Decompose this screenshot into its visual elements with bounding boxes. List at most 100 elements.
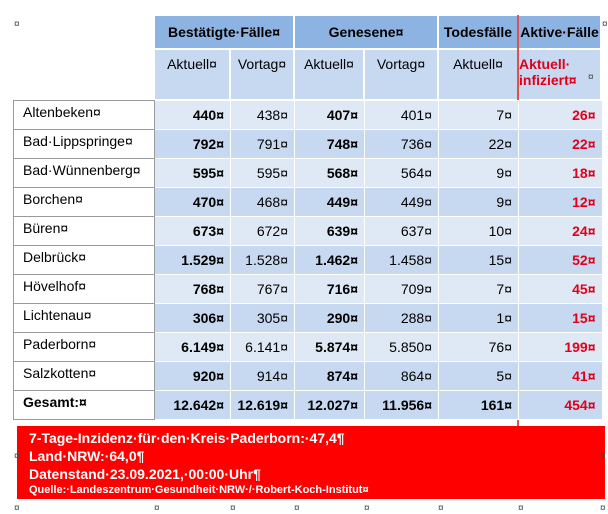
cell-recovered-current: 5.874¤	[294, 332, 365, 362]
cell-confirmed-previous: 468¤	[230, 187, 295, 217]
municipality-name: Lichtenau¤	[13, 303, 155, 333]
cell-active-infected: 52¤	[518, 245, 602, 275]
cell-confirmed-previous: 767¤	[230, 274, 295, 304]
municipality-name: Paderborn¤	[13, 332, 155, 362]
cell-recovered-previous: 637¤	[364, 216, 439, 246]
cell-recovered-previous: 564¤	[364, 158, 439, 188]
cell-active-infected: 12¤	[518, 187, 602, 217]
cell-deaths-current: 10¤	[438, 216, 519, 246]
cell-active-infected: 22¤	[518, 129, 602, 159]
cell-confirmed-current: 920¤	[154, 361, 231, 391]
cell-mark: ¤	[518, 503, 524, 514]
cell-deaths-current: 15¤	[438, 245, 519, 275]
municipality-name: Bad·Lippspringe¤	[13, 129, 155, 159]
cell-mark: ¤	[438, 503, 444, 514]
cell-confirmed-previous: 791¤	[230, 129, 295, 159]
header-deaths: Todesfälle	[438, 15, 518, 49]
table-row: Delbrück¤ 1.529¤ 1.528¤ 1.462¤ 1.458¤ 15¤ 52¤	[13, 245, 602, 275]
municipality-name: Bad·Wünnenberg¤	[13, 158, 155, 188]
cell-confirmed-current: 768¤	[154, 274, 231, 304]
cell-confirmed-previous: 672¤	[230, 216, 295, 246]
cell-active-infected: 41¤	[518, 361, 602, 391]
incidence-info-box: 7-Tage-Inzidenz·für·den·Kreis·Paderborn:…	[17, 426, 605, 499]
cell-mark: ¤	[14, 503, 20, 514]
cell-mark: ¤	[14, 451, 20, 462]
table-row: Hövelhof¤ 768¤ 767¤ 716¤ 709¤ 7¤ 45¤	[13, 274, 602, 304]
cell-recovered-current: 12.027¤	[294, 390, 365, 420]
cell-confirmed-current: 1.529¤	[154, 245, 231, 275]
cell-recovered-previous: 864¤	[364, 361, 439, 391]
cell-active-infected: 454¤	[518, 390, 602, 420]
cell-active-infected: 199¤	[518, 332, 602, 362]
cell-deaths-current: 7¤	[438, 100, 519, 130]
subheader-confirmed-previous: Vortag¤	[230, 49, 294, 100]
cell-recovered-previous: 11.956¤	[364, 390, 439, 420]
cell-recovered-current: 716¤	[294, 274, 365, 304]
cell-mark: ¤	[14, 19, 20, 30]
table-row: Bad·Wünnenberg¤ 595¤ 595¤ 568¤ 564¤ 9¤ 18¤	[13, 158, 602, 188]
cell-confirmed-previous: 1.528¤	[230, 245, 295, 275]
cell-confirmed-current: 12.642¤	[154, 390, 231, 420]
cell-confirmed-previous: 305¤	[230, 303, 295, 333]
table-row: Salzkotten¤ 920¤ 914¤ 874¤ 864¤ 5¤ 41¤	[13, 361, 602, 391]
cell-confirmed-previous: 914¤	[230, 361, 295, 391]
cell-recovered-previous: 709¤	[364, 274, 439, 304]
table-row: Büren¤ 673¤ 672¤ 639¤ 637¤ 10¤ 24¤	[13, 216, 602, 246]
header-recovered: Genesene¤	[294, 15, 438, 49]
cell-active-infected: 15¤	[518, 303, 602, 333]
cell-active-infected: 26¤	[518, 100, 602, 130]
cell-recovered-current: 290¤	[294, 303, 365, 333]
cell-recovered-previous: 449¤	[364, 187, 439, 217]
data-timestamp: Datenstand·23.09.2021,·00:00·Uhr¶	[29, 466, 261, 482]
covid-cases-table: Altenbeken¤ 440¤ 438¤ 407¤ 401¤ 7¤ 26¤ Bad·Lipp…	[13, 100, 602, 420]
cell-mark: ¤	[600, 503, 606, 514]
subheader-active-line1: Aktuell·	[519, 56, 571, 72]
municipality-name: Büren¤	[13, 216, 155, 246]
cell-confirmed-previous: 438¤	[230, 100, 295, 130]
cell-mark: ¤	[294, 503, 300, 514]
cell-recovered-current: 748¤	[294, 129, 365, 159]
cell-deaths-current: 9¤	[438, 158, 519, 188]
table-row: Borchen¤ 470¤ 468¤ 449¤ 449¤ 9¤ 12¤	[13, 187, 602, 217]
cell-confirmed-current: 440¤	[154, 100, 231, 130]
cell-deaths-current: 5¤	[438, 361, 519, 391]
subheader-recovered-current: Aktuell¤	[294, 49, 364, 100]
cell-mark: ¤	[154, 503, 160, 514]
subheader-active-line2: infiziert¤	[519, 72, 577, 88]
cell-confirmed-previous: 595¤	[230, 158, 295, 188]
table-row: Altenbeken¤ 440¤ 438¤ 407¤ 401¤ 7¤ 26¤	[13, 100, 602, 130]
cell-recovered-current: 407¤	[294, 100, 365, 130]
cell-deaths-current: 1¤	[438, 303, 519, 333]
cell-confirmed-previous: 6.141¤	[230, 332, 295, 362]
subheader-confirmed-current: Aktuell¤	[154, 49, 230, 100]
cell-deaths-current: 7¤	[438, 274, 519, 304]
table-row: Lichtenau¤ 306¤ 305¤ 290¤ 288¤ 1¤ 15¤	[13, 303, 602, 333]
cell-active-infected: 24¤	[518, 216, 602, 246]
header-active: Aktive·Fälle	[518, 15, 601, 49]
cell-recovered-current: 568¤	[294, 158, 365, 188]
cell-active-infected: 45¤	[518, 274, 602, 304]
cell-mark: ¤	[230, 503, 236, 514]
incidence-district: 7-Tage-Inzidenz·für·den·Kreis·Paderborn:…	[29, 430, 345, 446]
cell-mark: ¤	[600, 451, 606, 462]
municipality-name: Altenbeken¤	[13, 100, 155, 130]
table-row: Bad·Lippspringe¤ 792¤ 791¤ 748¤ 736¤ 22¤ 22¤	[13, 129, 602, 159]
municipality-name: Delbrück¤	[13, 245, 155, 275]
cell-confirmed-current: 792¤	[154, 129, 231, 159]
total-row: Gesamt:¤ 12.642¤ 12.619¤ 12.027¤ 11.956¤ 161¤…	[13, 390, 602, 420]
cell-recovered-previous: 401¤	[364, 100, 439, 130]
cell-confirmed-current: 306¤	[154, 303, 231, 333]
cell-active-infected: 18¤	[518, 158, 602, 188]
municipality-name: Borchen¤	[13, 187, 155, 217]
header-confirmed: Bestätigte·Fälle¤	[154, 15, 294, 49]
cell-recovered-current: 449¤	[294, 187, 365, 217]
cell-recovered-current: 1.462¤	[294, 245, 365, 275]
subheader-deaths-current: Aktuell¤	[438, 49, 518, 100]
municipality-name: Hövelhof¤	[13, 274, 155, 304]
subheader-recovered-previous: Vortag¤	[364, 49, 438, 100]
cell-mark: ¤	[588, 72, 594, 83]
cell-confirmed-previous: 12.619¤	[230, 390, 295, 420]
incidence-state: Land·NRW:·64,0¶	[29, 448, 145, 464]
cell-recovered-current: 874¤	[294, 361, 365, 391]
cell-deaths-current: 76¤	[438, 332, 519, 362]
